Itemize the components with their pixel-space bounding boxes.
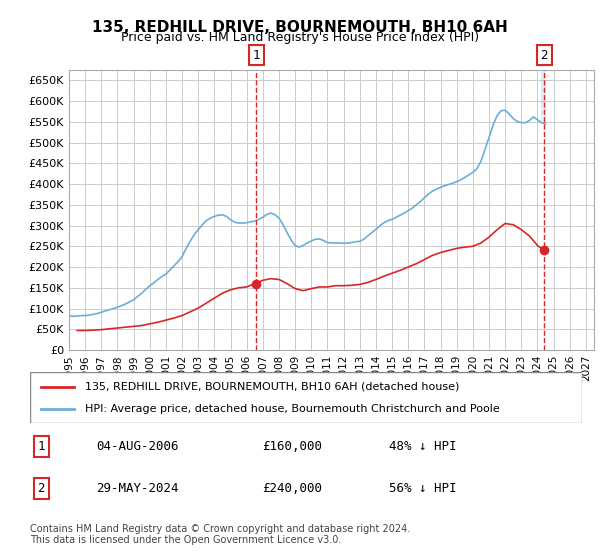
Text: 135, REDHILL DRIVE, BOURNEMOUTH, BH10 6AH: 135, REDHILL DRIVE, BOURNEMOUTH, BH10 6A…: [92, 20, 508, 35]
Text: 1: 1: [253, 49, 260, 62]
Text: 1: 1: [37, 440, 45, 453]
FancyBboxPatch shape: [30, 372, 582, 423]
Text: £240,000: £240,000: [262, 482, 322, 495]
Text: 2: 2: [541, 49, 548, 62]
Text: 56% ↓ HPI: 56% ↓ HPI: [389, 482, 457, 495]
Text: 04-AUG-2006: 04-AUG-2006: [96, 440, 179, 453]
Text: Price paid vs. HM Land Registry's House Price Index (HPI): Price paid vs. HM Land Registry's House …: [121, 31, 479, 44]
Text: 135, REDHILL DRIVE, BOURNEMOUTH, BH10 6AH (detached house): 135, REDHILL DRIVE, BOURNEMOUTH, BH10 6A…: [85, 381, 460, 391]
Text: HPI: Average price, detached house, Bournemouth Christchurch and Poole: HPI: Average price, detached house, Bour…: [85, 404, 500, 414]
Text: 29-MAY-2024: 29-MAY-2024: [96, 482, 179, 495]
Text: Contains HM Land Registry data © Crown copyright and database right 2024.
This d: Contains HM Land Registry data © Crown c…: [30, 524, 410, 545]
Text: 2: 2: [37, 482, 45, 495]
Text: £160,000: £160,000: [262, 440, 322, 453]
Text: 48% ↓ HPI: 48% ↓ HPI: [389, 440, 457, 453]
